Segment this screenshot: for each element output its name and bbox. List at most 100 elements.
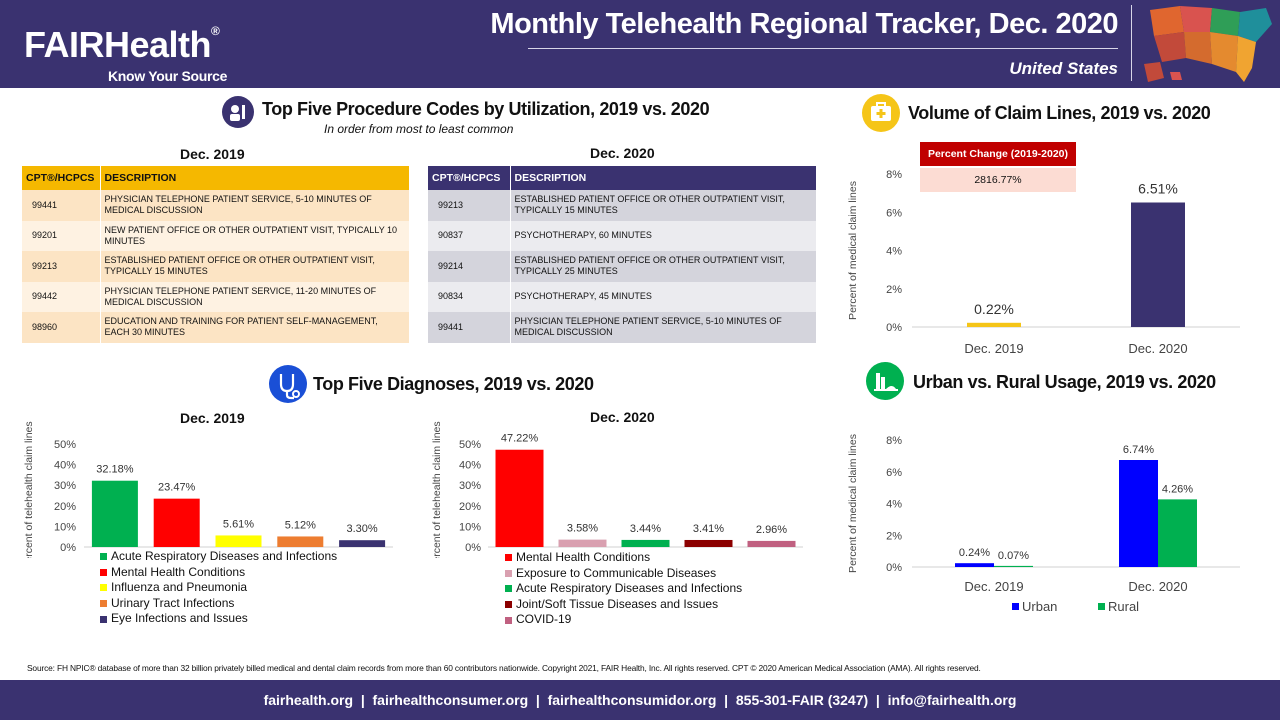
- legend-swatch: [1012, 603, 1019, 610]
- header-banner: FAIRHealth® Know Your Source Monthly Tel…: [0, 0, 1280, 88]
- legend-item: Exposure to Communicable Diseases: [505, 566, 742, 582]
- footer-contact-bar[interactable]: fairhealth.org | fairhealthconsumer.org …: [0, 680, 1280, 720]
- bar: [1158, 499, 1197, 567]
- description-cell: PSYCHOTHERAPY, 45 MINUTES: [510, 281, 816, 312]
- x-tick-label: Dec. 2020: [1128, 579, 1187, 594]
- us-regions-map-icon: [1144, 6, 1272, 82]
- logo-registered-mark: ®: [211, 24, 220, 38]
- legend-label: COVID-19: [516, 612, 572, 627]
- stethoscope-icon: [269, 365, 307, 403]
- procedures-icon: [222, 96, 254, 128]
- y-tick-label: 0%: [886, 322, 902, 334]
- x-tick-label: Dec. 2020: [1128, 341, 1187, 356]
- bar-value-label: 3.41%: [693, 523, 724, 535]
- bar: [967, 322, 1021, 327]
- legend-item: COVID-19: [505, 612, 742, 628]
- legend-item: Joint/Soft Tissue Diseases and Issues: [505, 597, 742, 613]
- code-cell: 99441: [22, 190, 101, 221]
- y-axis-title: Percent of medical claim lines: [847, 434, 859, 573]
- description-cell: ESTABLISHED PATIENT OFFICE OR OTHER OUTP…: [100, 251, 409, 282]
- y-tick-label: 8%: [886, 169, 902, 181]
- procedures-2020-table: CPT®/HCPCS DESCRIPTION 99213 ESTABLISHED …: [428, 166, 816, 343]
- y-tick-label: 30%: [54, 480, 76, 492]
- bar-value-label: 23.47%: [158, 482, 196, 494]
- table-row: 99442 PHYSICIAN TELEPHONE PATIENT SERVICE…: [22, 281, 409, 312]
- y-tick-label: 0%: [465, 542, 481, 554]
- medical-kit-icon: [862, 94, 900, 132]
- column-header-description: DESCRIPTION: [100, 166, 409, 190]
- bar-value-label: 3.30%: [346, 523, 377, 535]
- y-tick-label: 4%: [886, 499, 902, 511]
- bar: [747, 540, 796, 547]
- urban-rural-chart: Percent of medical claim lines 0% 2% 4% 6% 8%…: [847, 434, 1240, 614]
- urban-rural-icon: [866, 362, 904, 400]
- fairhealth-logo[interactable]: FAIRHealth®: [24, 24, 220, 66]
- y-tick-label: 2%: [886, 530, 902, 542]
- legend-label: Acute Respiratory Diseases and Infection…: [111, 549, 338, 563]
- legend-swatch: [505, 616, 512, 624]
- urban-rural-title: Urban vs. Rural Usage, 2019 vs. 2020: [913, 372, 1216, 392]
- bar: [684, 539, 733, 547]
- description-cell: PSYCHOTHERAPY, 60 MINUTES: [510, 220, 816, 251]
- table-row: 99441 PHYSICIAN TELEPHONE PATIENT SERVICE…: [22, 190, 409, 221]
- region-label: United States: [1009, 59, 1118, 78]
- bar: [277, 536, 324, 547]
- y-tick-label: 10%: [54, 521, 76, 533]
- legend-item: Urinary Tract Infections: [100, 596, 337, 612]
- bar-value-label: 4.26%: [1162, 483, 1193, 495]
- y-axis-title: Percent of telehealth claim lines: [431, 421, 443, 558]
- y-tick-label: 6%: [886, 467, 902, 479]
- legend-label: Mental Health Conditions: [111, 564, 246, 579]
- bar: [495, 449, 544, 547]
- y-tick-label: 50%: [459, 439, 481, 451]
- y-tick-label: 10%: [459, 521, 481, 533]
- description-cell: PHYSICIAN TELEPHONE PATIENT SERVICE, 5-1…: [510, 312, 816, 343]
- bar-value-label: 6.74%: [1123, 444, 1154, 456]
- description-cell: NEW PATIENT OFFICE OR OTHER OUTPATIENT V…: [100, 220, 409, 251]
- bar: [994, 565, 1033, 567]
- legend-label: Urban: [1022, 599, 1057, 614]
- code-cell: 99213: [22, 251, 101, 282]
- legend-label: Mental Health Conditions: [516, 550, 651, 564]
- bar-value-label: 5.12%: [285, 519, 316, 531]
- legend-swatch: [100, 553, 107, 561]
- y-tick-label: 20%: [459, 501, 481, 513]
- header-vertical-divider: [1131, 5, 1132, 81]
- column-header-description: DESCRIPTION: [510, 166, 816, 190]
- legend-item: Mental Health Conditions: [505, 550, 742, 566]
- y-tick-label: 50%: [54, 439, 76, 451]
- page-title: Monthly Telehealth Regional Tracker, Dec…: [490, 8, 1118, 40]
- bar-value-label: 0.22%: [974, 301, 1014, 317]
- y-tick-label: 4%: [886, 246, 902, 258]
- header-divider: [528, 48, 1118, 49]
- procedures-subtitle: In order from most to least common: [324, 122, 514, 136]
- y-tick-label: 0%: [60, 542, 76, 554]
- bar: [1131, 202, 1185, 327]
- y-tick-label: 40%: [54, 460, 76, 472]
- code-cell: 99442: [22, 281, 101, 312]
- description-cell: PHYSICIAN TELEPHONE PATIENT SERVICE, 5-1…: [100, 190, 409, 221]
- bar-value-label: 2.96%: [756, 524, 787, 536]
- legend-swatch: [100, 584, 107, 592]
- description-cell: ESTABLISHED PATIENT OFFICE OR OTHER OUTP…: [510, 251, 816, 282]
- percent-change-value: 2816.77%: [920, 168, 1076, 192]
- legend-swatch: [505, 569, 512, 577]
- bar: [91, 480, 138, 547]
- legend-item: Acute Respiratory Diseases and Infection…: [100, 549, 337, 565]
- table-row: 90834 PSYCHOTHERAPY, 45 MINUTES: [428, 281, 816, 312]
- bar-value-label: 32.18%: [96, 464, 134, 476]
- legend-swatch: [1098, 603, 1105, 610]
- legend-label: Urinary Tract Infections: [111, 595, 235, 610]
- volume-chart: Percent of medical claim lines 0% 2% 4% 6% 8%…: [847, 169, 1240, 356]
- y-axis-title: Percent of medical claim lines: [847, 181, 859, 320]
- diagnoses-2019-chart-title: Dec. 2019: [180, 410, 245, 426]
- code-cell: 99213: [428, 190, 511, 221]
- y-tick-label: 0%: [886, 562, 902, 574]
- table-row: 99441 PHYSICIAN TELEPHONE PATIENT SERVICE…: [428, 312, 816, 343]
- x-tick-label: Dec. 2019: [964, 579, 1023, 594]
- bar: [1119, 460, 1158, 567]
- code-cell: 90837: [428, 220, 511, 251]
- diagnoses-2020-chart: Percent of telehealth claim lines 0% 10% 20…: [431, 421, 803, 558]
- bar: [153, 498, 200, 547]
- bar: [955, 563, 994, 567]
